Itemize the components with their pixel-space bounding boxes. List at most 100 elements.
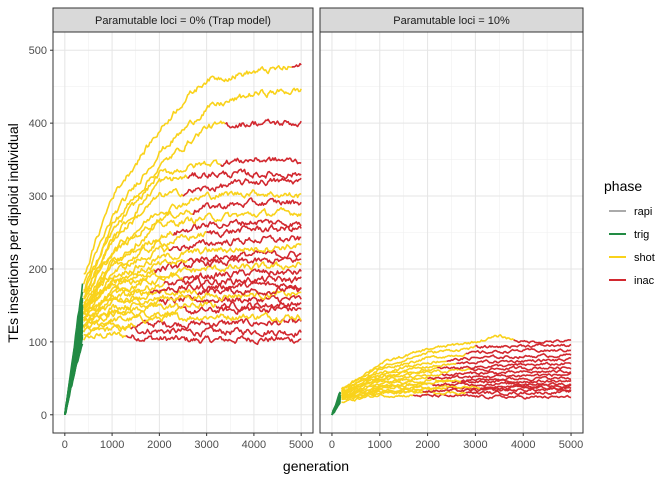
series-line-inac [149, 280, 302, 294]
series-line-inac [177, 306, 302, 315]
series-line-shot [341, 393, 414, 404]
facet-panel: Paramutable loci = 10% 0 1000 2000 3000 4000 5… [319, 7, 584, 451]
series-line-shot [83, 242, 302, 310]
x-axis-label: generation [283, 458, 349, 474]
series-line-inac [479, 383, 572, 390]
y-tick-label: 200 [29, 264, 47, 276]
facet-panel: Paramutable loci = 0% (Trap model)0 1000 2… [29, 7, 314, 451]
legend-item: inac [609, 275, 655, 287]
y-tick-label: 400 [29, 118, 47, 130]
panel-border [319, 31, 584, 434]
series-line-shot [83, 65, 292, 275]
series-line-inac [182, 177, 302, 197]
series-line-shot [83, 206, 302, 304]
series-line-shot [83, 174, 189, 298]
series-line-inac [168, 234, 302, 252]
x-tick-label: 3000 [194, 439, 218, 451]
series-line-inac [158, 294, 302, 306]
series-line-shot [341, 366, 438, 396]
series-line-shot [340, 352, 467, 392]
series-line-inac [470, 365, 572, 373]
x-tick-label: 4000 [242, 439, 266, 451]
series-line-inac [450, 379, 572, 384]
facet-strip-label: Paramutable loci = 0% (Trap model) [95, 15, 271, 27]
series-line-shot [82, 87, 302, 285]
legend-item: shot [609, 252, 655, 264]
x-tick-label: 2000 [415, 439, 439, 451]
legend-item: trig [609, 229, 649, 241]
series-line-shot [82, 230, 174, 309]
facet-strip [319, 7, 584, 33]
series-line-shot [82, 268, 156, 313]
series-line-inac [206, 224, 302, 239]
series-line-inac [456, 357, 572, 365]
facet-panels: Paramutable loci = 0% (Trap model)0 1000 2… [29, 7, 584, 451]
series-line-inac [437, 361, 572, 370]
y-tick-label: 100 [29, 337, 47, 349]
series-line-inac [446, 353, 572, 363]
series-line-shot [340, 334, 515, 390]
series-line-inac [215, 301, 302, 312]
legend-label: inac [634, 275, 655, 287]
series-line-shot [83, 189, 302, 299]
legend-title: phase [604, 178, 642, 194]
series-line-inac [163, 274, 302, 286]
y-tick-label: 300 [29, 191, 47, 203]
legend: phase rapi trig shot inac [604, 178, 655, 287]
series-line-inac [130, 325, 302, 338]
series-line-shot [341, 386, 447, 400]
series-line-shot [83, 258, 189, 313]
x-tick-label: 1000 [368, 439, 392, 451]
series-line-shot [83, 120, 227, 292]
y-axis-label: TEs insertions per diploid individual [5, 123, 21, 342]
series-line-inac [182, 268, 302, 281]
x-tick-label: 5000 [289, 439, 313, 451]
series-line-shot [83, 300, 217, 327]
series-line-inac [135, 316, 302, 330]
series-line-inac [197, 284, 302, 296]
series-line-inac [465, 389, 572, 396]
y-tick-label: 0 [41, 410, 47, 422]
x-tick-label: 0 [62, 439, 68, 451]
legend-label: trig [634, 229, 649, 241]
series-line-shot [83, 261, 302, 312]
x-tick-label: 3000 [463, 439, 487, 451]
x-tick-label: 1000 [100, 439, 124, 451]
series-line-inac [125, 334, 302, 346]
series-line-trig [331, 391, 341, 416]
x-tick-label: 4000 [511, 439, 535, 451]
x-tick-label: 0 [329, 439, 335, 451]
series-line-shot [340, 362, 457, 393]
series-line-shot [82, 331, 127, 341]
series-line-inac [427, 372, 572, 381]
series-line-inac [187, 168, 302, 180]
series-line-inac [465, 347, 572, 355]
series-line-inac [412, 393, 572, 400]
y-tick-label: 500 [29, 45, 47, 57]
series-line-inac [475, 342, 572, 349]
series-line-inac [153, 256, 302, 274]
series-line-inac [192, 197, 302, 215]
legend-label: rapi [634, 206, 652, 218]
facet-strip-label: Paramutable loci = 10% [393, 15, 510, 27]
series-line-inac [460, 375, 572, 384]
series-line-inac [431, 381, 572, 387]
series-line-inac [220, 156, 302, 167]
series-line-inac [291, 62, 302, 69]
series-line-trig [64, 283, 84, 415]
series-line-inac [187, 249, 302, 263]
facet-strip [52, 7, 314, 33]
series-line-shot [82, 311, 302, 329]
x-tick-label: 2000 [147, 439, 171, 451]
panel-border [52, 31, 314, 434]
legend-item: rapi [609, 206, 652, 218]
series-line-inac [224, 118, 302, 129]
series-line-shot [341, 384, 481, 398]
series-line-inac [441, 369, 572, 377]
series-line-shot [83, 159, 222, 291]
legend-label: shot [634, 252, 655, 264]
series-line-inac [513, 339, 572, 344]
x-tick-label: 5000 [559, 439, 583, 451]
series-line-shot [341, 377, 462, 397]
